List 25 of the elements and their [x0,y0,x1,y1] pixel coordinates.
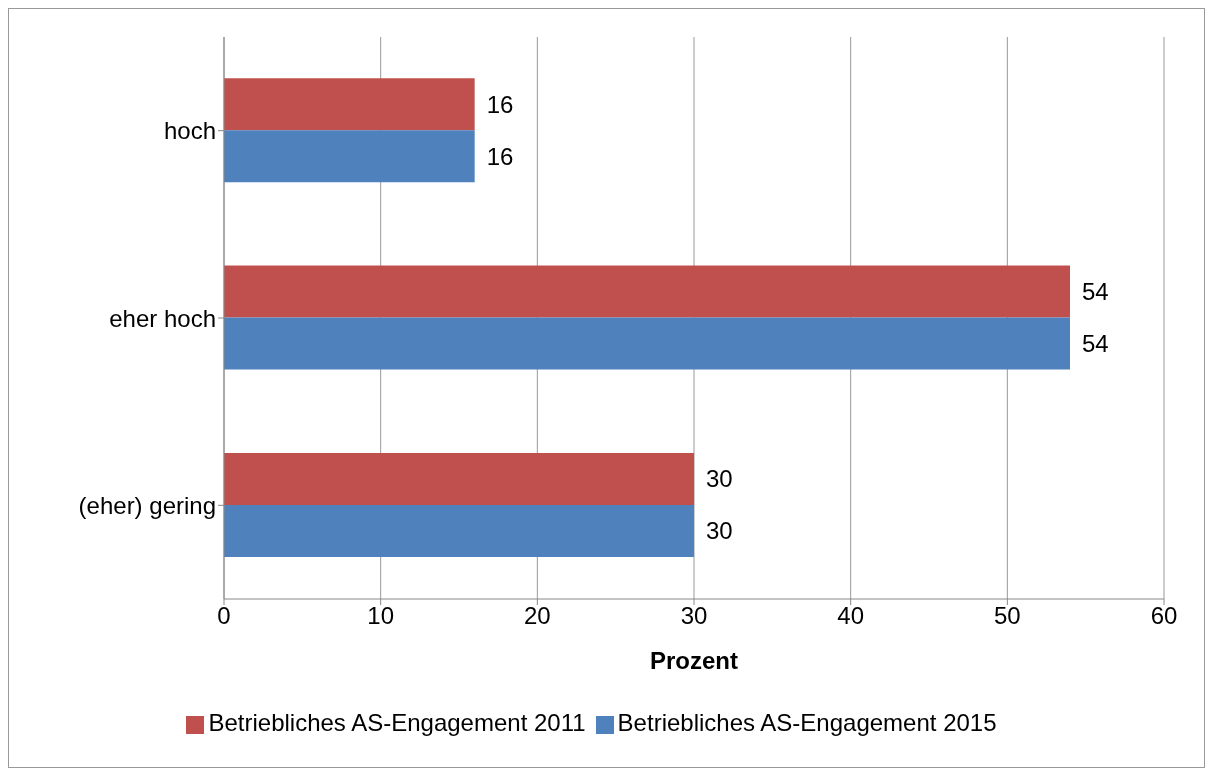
legend-label: Betriebliches AS-Engagement 2011 [208,709,586,736]
bar [224,452,694,505]
x-tick-label: 20 [523,602,551,630]
x-tick-label: 30 [680,602,708,630]
data-label: 30 [706,465,733,493]
x-tick-label: 60 [1150,602,1178,630]
y-tick-label: eher hoch [109,304,216,332]
data-label: 54 [1082,278,1109,306]
data-label: 16 [486,90,514,118]
x-tick-label: 0 [217,602,231,630]
y-tick-label: (eher) gering [78,491,216,519]
x-tick-label: 10 [367,602,395,630]
bar [224,317,1070,370]
x-tick-label: 40 [837,602,865,630]
bar [224,78,475,131]
data-label: 54 [1082,330,1109,358]
bar [224,504,694,557]
legend-label: Betriebliches AS-Engagement 2015 [617,709,997,736]
data-label: 16 [486,142,514,170]
y-tick-label: hoch [163,117,216,145]
bar [224,130,475,183]
x-axis-title: Prozent [649,647,739,674]
x-tick-label: 50 [993,602,1021,630]
bar [224,265,1070,318]
data-label: 30 [706,517,733,545]
